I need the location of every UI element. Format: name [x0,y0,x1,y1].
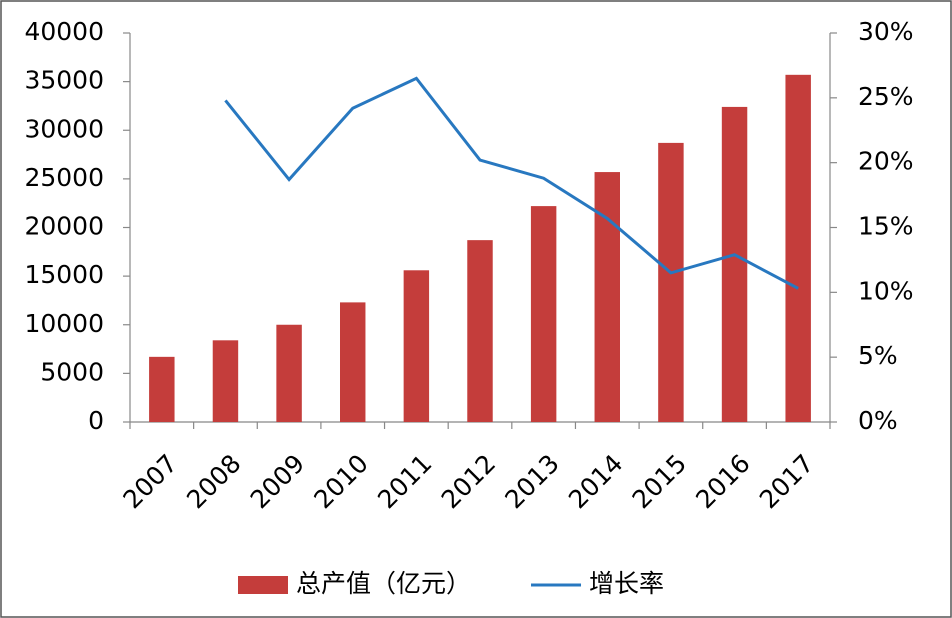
bar [149,356,175,422]
bar [530,206,557,422]
bar [212,340,239,422]
y-tick-label: 30000 [24,114,104,143]
y-tick-label: 40000 [24,17,104,46]
bar [403,270,430,422]
y-tick-label: 20000 [24,212,104,241]
y2-tick-label: 10% [858,276,914,305]
bar [785,74,811,422]
bar [340,302,366,422]
bar [721,106,748,422]
legend-swatch [238,576,288,594]
legend-label: 增长率 [589,569,664,598]
y2-tick-label: 0% [858,406,898,435]
y2-tick-label: 30% [858,17,914,46]
y2-tick-label: 20% [858,147,914,176]
bar [276,324,302,422]
y2-tick-label: 15% [858,212,914,241]
y-tick-label: 15000 [24,260,104,289]
y-tick-label: 5000 [40,357,104,386]
y-tick-label: 0 [88,406,104,435]
y2-tick-label: 5% [858,341,898,370]
y-tick-label: 35000 [24,66,104,95]
legend-label: 总产值（亿元） [296,569,471,598]
y-tick-label: 25000 [24,163,104,192]
y2-tick-label: 25% [858,82,914,111]
line [224,76,799,290]
bar [658,142,684,422]
y-tick-label: 10000 [24,309,104,338]
bar [594,172,620,422]
bar [467,240,493,422]
